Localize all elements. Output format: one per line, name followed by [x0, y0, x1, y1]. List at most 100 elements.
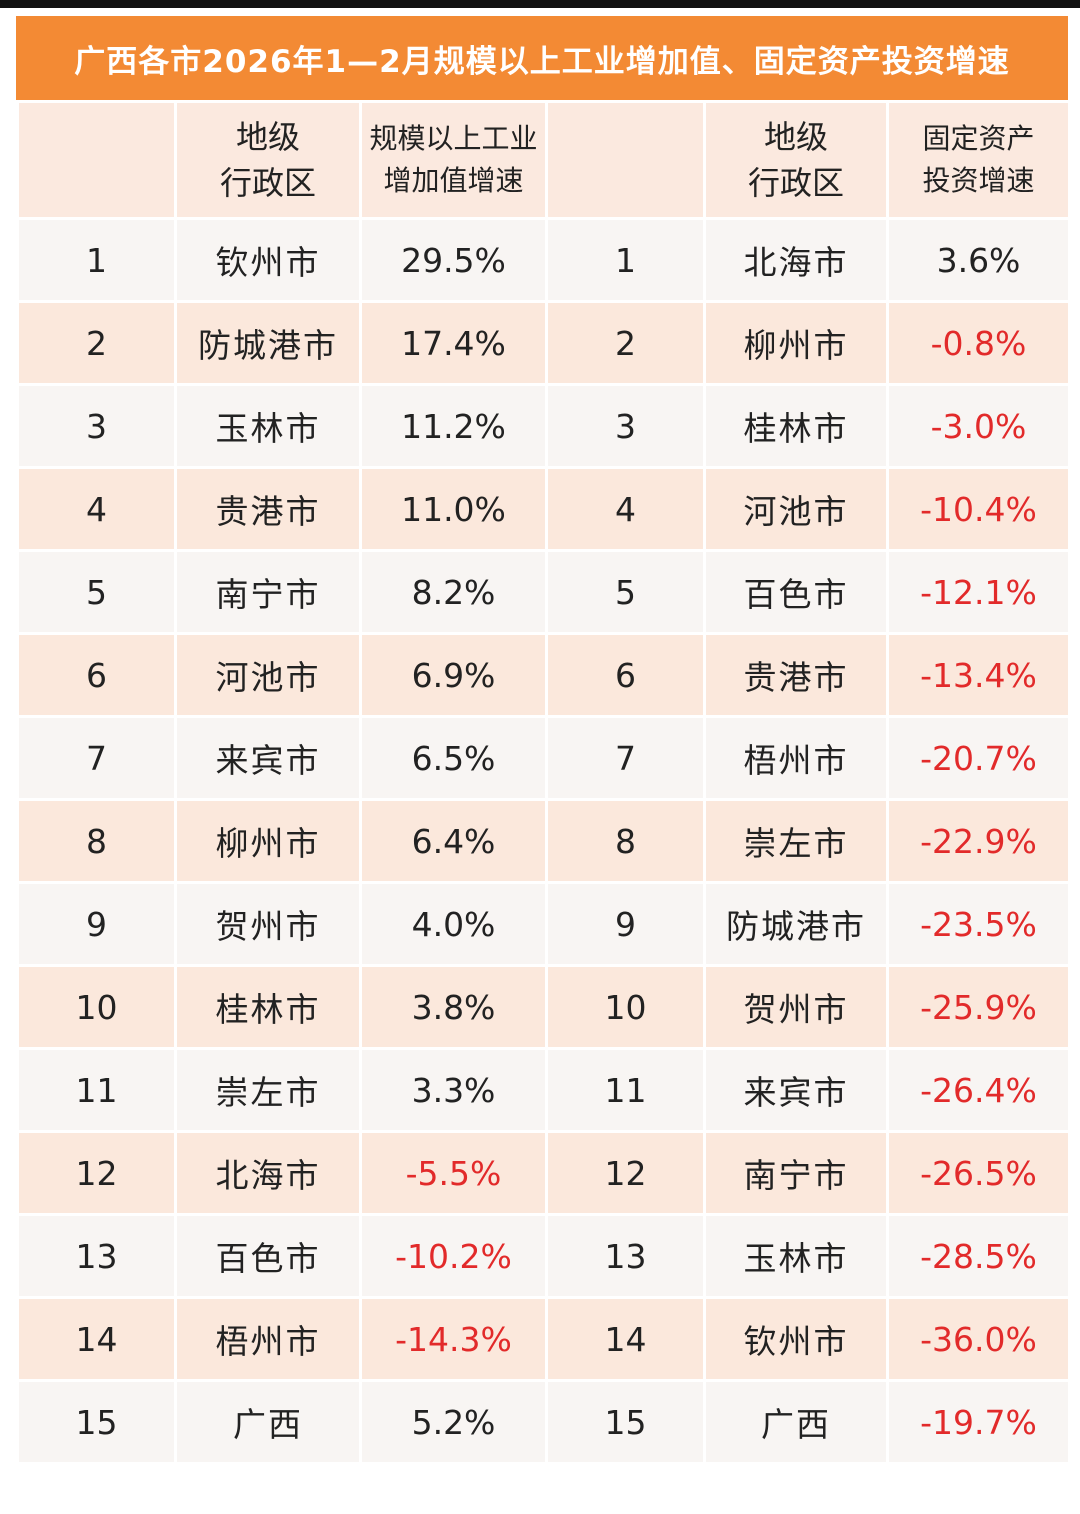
city-right-cell: 玉林市	[703, 1213, 889, 1299]
header-region-right-line2: 行政区	[747, 164, 844, 202]
header-region-left: 地级 行政区	[174, 100, 362, 220]
city-right-cell: 柳州市	[703, 300, 889, 386]
rank-right-cell: 9	[545, 881, 706, 967]
investment-growth-cell: -19.7%	[886, 1379, 1071, 1465]
rank-right-cell: 1	[545, 217, 706, 303]
city-left-cell: 北海市	[174, 1130, 362, 1216]
industry-growth-cell: 6.5%	[359, 715, 548, 801]
rank-right-cell: 13	[545, 1213, 706, 1299]
rank-left-cell: 7	[16, 715, 177, 801]
table-row: 15 广西 5.2% 15 广西 -19.7%	[16, 1379, 1071, 1465]
industry-growth-cell: 6.9%	[359, 632, 548, 718]
table-card: 广西各市2026年1—2月规模以上工业增加值、固定资产投资增速 地级 行政区 规…	[16, 16, 1071, 1504]
rank-left-cell: 6	[16, 632, 177, 718]
rank-left-cell: 8	[16, 798, 177, 884]
investment-growth-cell: -13.4%	[886, 632, 1071, 718]
industry-growth-cell: -10.2%	[359, 1213, 548, 1299]
rank-right-cell: 2	[545, 300, 706, 386]
table-row: 6 河池市 6.9% 6 贵港市 -13.4%	[16, 632, 1071, 718]
city-right-cell: 防城港市	[703, 881, 889, 967]
city-right-cell: 河池市	[703, 466, 889, 552]
city-right-cell: 钦州市	[703, 1296, 889, 1382]
city-right-cell: 南宁市	[703, 1130, 889, 1216]
rank-left-cell: 12	[16, 1130, 177, 1216]
city-left-cell: 百色市	[174, 1213, 362, 1299]
industry-growth-cell: 8.2%	[359, 549, 548, 635]
header-industry-line2: 增加值增速	[383, 164, 524, 197]
rank-right-cell: 10	[545, 964, 706, 1050]
table-row: 5 南宁市 8.2% 5 百色市 -12.1%	[16, 549, 1071, 635]
rank-right-cell: 3	[545, 383, 706, 469]
table-row: 14 梧州市 -14.3% 14 钦州市 -36.0%	[16, 1296, 1071, 1382]
city-left-cell: 来宾市	[174, 715, 362, 801]
city-left-cell: 河池市	[174, 632, 362, 718]
rank-left-cell: 9	[16, 881, 177, 967]
header-industry-line1: 规模以上工业	[369, 122, 538, 155]
industry-growth-cell: -14.3%	[359, 1296, 548, 1382]
growth-table: 地级 行政区 规模以上工业 增加值增速 地级 行政区 固定资产 投资增速	[16, 100, 1071, 1465]
table-title: 广西各市2026年1—2月规模以上工业增加值、固定资产投资增速	[16, 16, 1068, 100]
rank-left-cell: 3	[16, 383, 177, 469]
city-right-cell: 桂林市	[703, 383, 889, 469]
city-right-cell: 来宾市	[703, 1047, 889, 1133]
investment-growth-cell: -28.5%	[886, 1213, 1071, 1299]
header-investment-line1: 固定资产	[922, 122, 1035, 155]
investment-growth-cell: -12.1%	[886, 549, 1071, 635]
investment-growth-cell: -3.0%	[886, 383, 1071, 469]
industry-growth-cell: 3.8%	[359, 964, 548, 1050]
rank-left-cell: 4	[16, 466, 177, 552]
investment-growth-cell: -26.4%	[886, 1047, 1071, 1133]
industry-growth-cell: 5.2%	[359, 1379, 548, 1465]
city-left-cell: 桂林市	[174, 964, 362, 1050]
city-left-cell: 贺州市	[174, 881, 362, 967]
rank-left-cell: 13	[16, 1213, 177, 1299]
industry-growth-cell: -5.5%	[359, 1130, 548, 1216]
city-left-cell: 崇左市	[174, 1047, 362, 1133]
rank-right-cell: 15	[545, 1379, 706, 1465]
investment-growth-cell: -25.9%	[886, 964, 1071, 1050]
header-rank-left	[16, 100, 177, 220]
table-row: 4 贵港市 11.0% 4 河池市 -10.4%	[16, 466, 1071, 552]
city-left-cell: 防城港市	[174, 300, 362, 386]
rank-right-cell: 8	[545, 798, 706, 884]
investment-growth-cell: -0.8%	[886, 300, 1071, 386]
city-right-cell: 贵港市	[703, 632, 889, 718]
investment-growth-cell: -23.5%	[886, 881, 1071, 967]
table-row: 2 防城港市 17.4% 2 柳州市 -0.8%	[16, 300, 1071, 386]
industry-growth-cell: 3.3%	[359, 1047, 548, 1133]
industry-growth-cell: 17.4%	[359, 300, 548, 386]
header-region-left-line1: 地级	[235, 118, 300, 156]
header-region-right-line1: 地级	[763, 118, 828, 156]
header-region-right: 地级 行政区	[703, 100, 889, 220]
city-right-cell: 崇左市	[703, 798, 889, 884]
rank-left-cell: 14	[16, 1296, 177, 1382]
investment-growth-cell: -22.9%	[886, 798, 1071, 884]
table-row: 1 钦州市 29.5% 1 北海市 3.6%	[16, 217, 1071, 303]
rank-left-cell: 15	[16, 1379, 177, 1465]
city-right-cell: 贺州市	[703, 964, 889, 1050]
city-left-cell: 广西	[174, 1379, 362, 1465]
table-row: 8 柳州市 6.4% 8 崇左市 -22.9%	[16, 798, 1071, 884]
rank-right-cell: 12	[545, 1130, 706, 1216]
table-row: 11 崇左市 3.3% 11 来宾市 -26.4%	[16, 1047, 1071, 1133]
investment-growth-cell: -20.7%	[886, 715, 1071, 801]
rank-left-cell: 2	[16, 300, 177, 386]
industry-growth-cell: 11.2%	[359, 383, 548, 469]
investment-growth-cell: 3.6%	[886, 217, 1071, 303]
rank-right-cell: 7	[545, 715, 706, 801]
header-investment-growth: 固定资产 投资增速	[886, 100, 1071, 220]
rank-left-cell: 5	[16, 549, 177, 635]
rank-right-cell: 4	[545, 466, 706, 552]
header-rank-right	[545, 100, 706, 220]
header-region-left-line2: 行政区	[219, 164, 316, 202]
top-border-rule	[0, 0, 1080, 8]
city-left-cell: 柳州市	[174, 798, 362, 884]
city-left-cell: 玉林市	[174, 383, 362, 469]
industry-growth-cell: 6.4%	[359, 798, 548, 884]
header-row: 地级 行政区 规模以上工业 增加值增速 地级 行政区 固定资产 投资增速	[16, 100, 1071, 220]
rank-right-cell: 6	[545, 632, 706, 718]
city-right-cell: 广西	[703, 1379, 889, 1465]
city-left-cell: 钦州市	[174, 217, 362, 303]
header-industry-growth: 规模以上工业 增加值增速	[359, 100, 548, 220]
city-right-cell: 梧州市	[703, 715, 889, 801]
